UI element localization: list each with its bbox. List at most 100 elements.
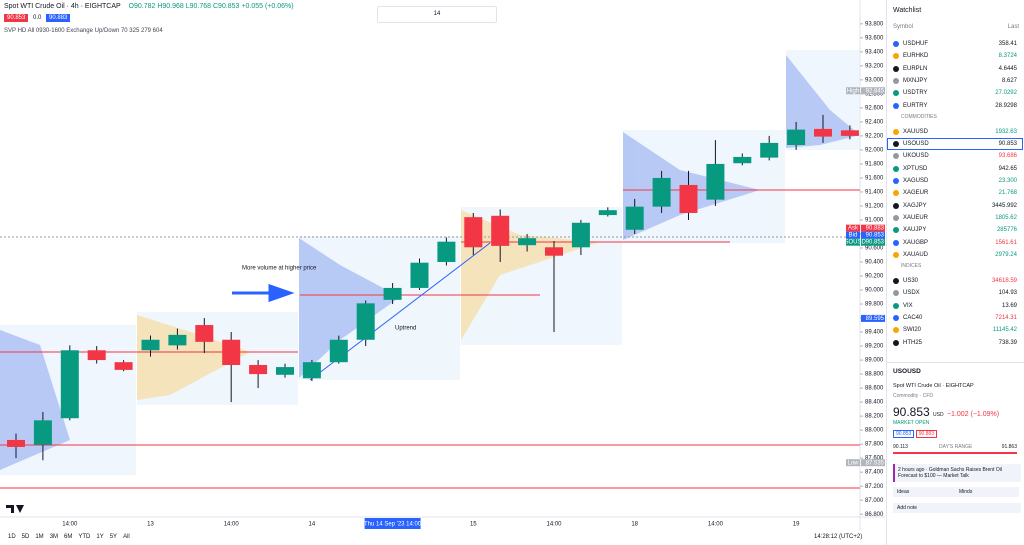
watchlist-row[interactable]: HTH25 738.39 [887,337,1023,349]
watchlist-row[interactable]: EURPLN 4.6445 [887,63,1023,75]
candle-body [33,420,52,445]
ideas[interactable]: Ideas [893,487,957,497]
last: 8.627 [1001,77,1017,84]
timeframe[interactable]: 3M [49,534,59,540]
watchlist-row[interactable]: USDX 104.93 [887,287,1023,299]
y-tick-label: 86.800 [865,512,884,518]
minds[interactable]: Minds [955,487,1019,497]
symbol-icon [893,202,899,209]
watchlist-row[interactable]: EURTRY 28.9298 [887,100,1023,112]
candle-body [733,156,752,164]
last: 4.6445 [998,65,1017,72]
price-label-name-box [846,224,860,232]
candle-body [571,222,590,248]
candle-body [787,129,806,146]
y-tick-label: 88.400 [865,400,884,406]
change: −1.002 (−1.09%) [946,411,1000,418]
watchlist-row[interactable]: XAUGBP 1561.61 [887,237,1023,249]
symbol-icon [893,227,899,234]
watchlist-title[interactable]: Watchlist [893,7,922,14]
watchlist-row[interactable]: XAGEUR 21.768 [887,187,1023,199]
watchlist-row[interactable]: MXNJPY 8.627 [887,75,1023,87]
watchlist-row[interactable]: USDTRY 27.0292 [887,87,1023,99]
column-header[interactable]: Symbol [893,24,914,30]
candle-body [329,339,348,363]
watchlist-row[interactable]: US30 34618.59 [887,275,1023,287]
watchlist-row[interactable]: CAC40 7214.31 [887,312,1023,324]
drawing-toolbar[interactable]: 14 [377,6,497,23]
candle-body [302,362,321,379]
y-tick-label: 88.600 [865,386,884,392]
watchlist-row[interactable]: EURHKD 8.3724 [887,50,1023,62]
section-header[interactable]: COMMODITIES [901,113,937,120]
symbol-icon [893,41,899,47]
timeframe[interactable]: 5Y [109,534,118,540]
watchlist-row[interactable]: VIX 13.69 [887,300,1023,312]
y-tick-label: 91.400 [865,190,884,196]
candle-body [706,163,725,200]
bid-box[interactable]: 90.853 [4,14,29,22]
chart: 86.800 87.000 87.200 87.400 87.600 87.800 88.0… [0,0,885,530]
watchlist-row[interactable]: XAUUSD 1932.63 [887,126,1023,138]
price-label-name: High [847,88,859,94]
logo [6,505,24,513]
price-label-box [861,459,885,467]
candle-body [249,364,268,375]
y-tick-label: 87.400 [865,470,884,476]
font-size[interactable]: 14 [433,11,441,17]
symbol-icon [893,290,899,297]
last: 738.39 [998,339,1017,346]
y-tick-label: 89.200 [865,344,884,350]
symbol-icon [893,278,899,285]
timeframe[interactable]: 1M [35,534,44,540]
ask-box[interactable]: 90.883 [46,14,71,22]
symbol: USDHUF [903,41,928,47]
symbol-icon [893,102,899,109]
timeframe[interactable]: YTD [78,534,91,540]
watchlist-row[interactable]: USDHUF 358.41 [887,38,1023,50]
price-label-name: Low [847,460,859,466]
symbol: USDTRY [903,90,928,97]
last: 11145.42 [992,327,1017,334]
x-tick-label: 14:00 [62,522,78,528]
timeframe[interactable]: 6M [64,534,73,540]
watchlist-row[interactable]: UKOUSD 93.686 [887,150,1023,162]
symbol: XAUAUD [903,251,929,258]
column-header[interactable]: Last [1007,24,1019,30]
y-tick-label: 92.400 [865,119,884,125]
timeframe[interactable]: 1Y [96,534,104,540]
last: 8.3724 [998,53,1017,60]
detail-symbol: USOUSD [893,368,921,375]
plot: 86.800 87.000 87.200 87.400 87.600 87.800 88.0… [7,21,885,529]
price-label-box [861,87,885,95]
watchlist-row[interactable]: XPTUSD 942.65 [887,163,1023,175]
watchlist-row[interactable]: XAUAUD 2979.24 [887,249,1023,261]
watchlist-row[interactable]: XAGUSD 23.300 [887,175,1023,187]
candle-body [410,262,429,288]
x-tick-label: 18 [631,522,638,528]
y-tick-label: 93.800 [865,21,884,27]
annotation: Uptrend [395,326,416,332]
symbol-icon [893,77,899,84]
last: 27.0292 [995,90,1017,97]
news[interactable]: 2 hours ago · Goldman Sachs Raises Brent… [893,464,1021,482]
watchlist-row[interactable]: XAUJPY 285776 [887,224,1023,236]
candle-body [141,339,160,351]
timeframe[interactable]: All [123,534,130,540]
watchlist-row[interactable]: XAGJPY 3445.992 [887,200,1023,212]
timeframe[interactable]: 1D [8,534,16,540]
x-tick-label: 14:00 [224,522,240,528]
symbol: UKOUSD [903,153,929,160]
watchlist-row[interactable]: USOUSD 90.853 [887,138,1023,151]
y-tick-label: 88.200 [865,414,884,420]
section-header[interactable]: INDICES [901,263,922,270]
price-label-value: 90.853 [866,240,885,246]
add-note[interactable]: Add note [893,503,1021,513]
volume-profile [299,238,400,378]
symbol: XAGEUR [903,190,929,197]
last: 1805.62 [995,214,1017,221]
watchlist-row[interactable]: XAUEUR 1805.62 [887,212,1023,224]
watchlist-row[interactable]: SWI20 11145.42 [887,324,1023,336]
timeframe[interactable]: 5D [21,534,30,540]
price-label-box [861,231,885,239]
